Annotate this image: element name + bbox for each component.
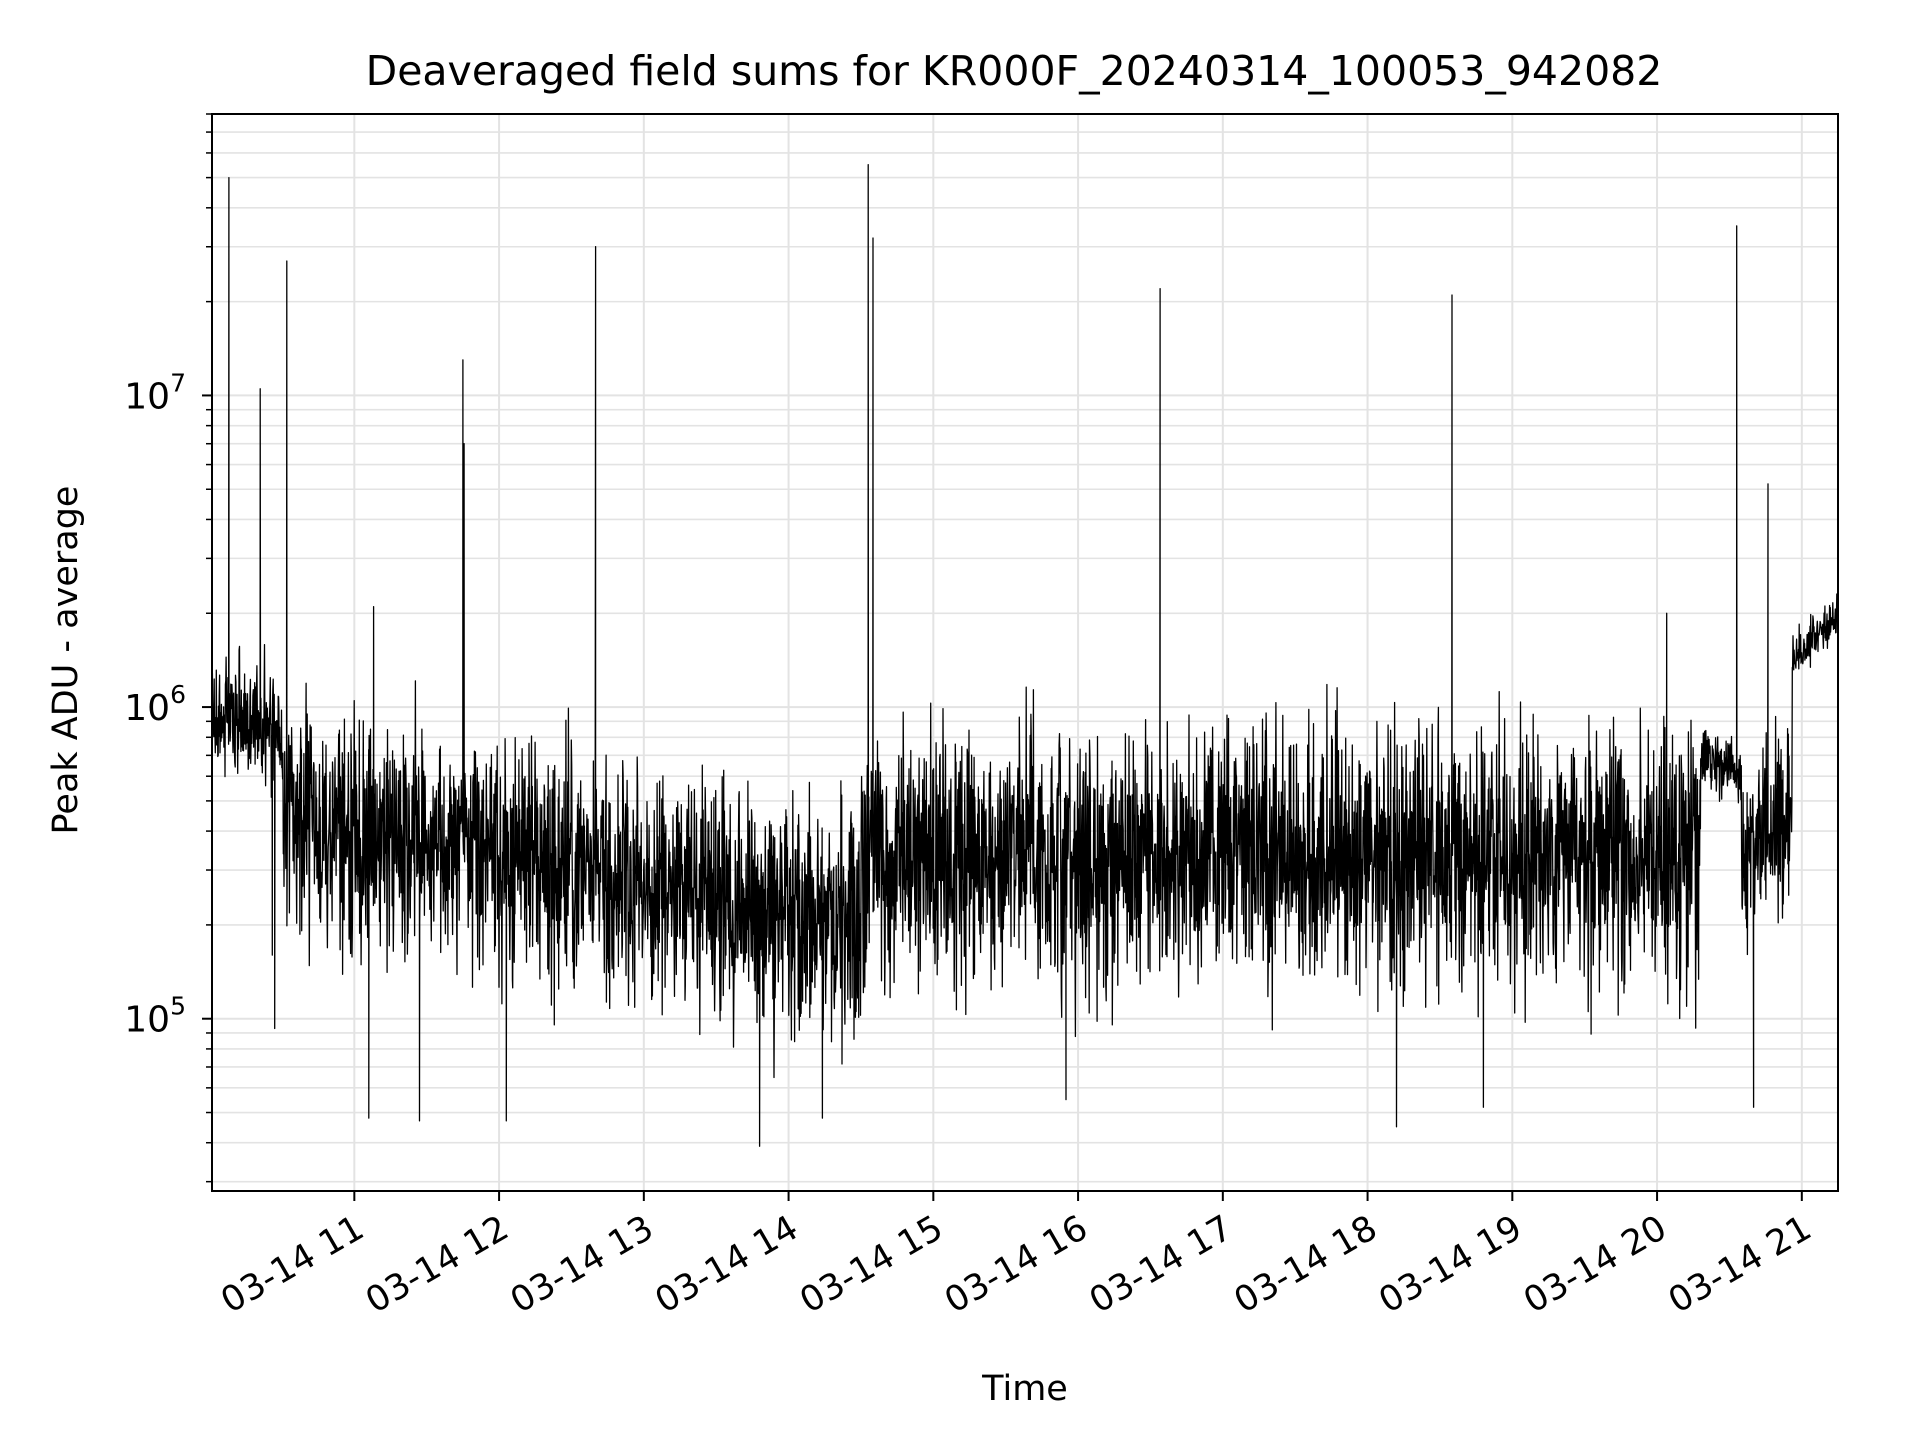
y-tick-label-base: 10 [124, 376, 170, 417]
x-axis-label: Time [981, 1369, 1068, 1409]
y-tick-label-exponent: 5 [170, 992, 186, 1021]
series-line [211, 164, 1839, 1147]
y-tick-label-exponent: 7 [170, 368, 186, 397]
plot-frame [211, 113, 1839, 1192]
y-tick-label-base: 10 [124, 1000, 170, 1041]
y-axis-label: Peak ADU - average [46, 486, 86, 835]
y-tick-label: 106 [124, 680, 186, 729]
y-tick-label-exponent: 6 [170, 680, 186, 709]
y-tick-label-base: 10 [124, 688, 170, 729]
y-tick-label: 107 [124, 368, 186, 417]
plot-area [211, 113, 1839, 1192]
chart-title: Deaveraged field sums for KR000F_2024031… [366, 47, 1663, 95]
y-tick-label: 105 [124, 992, 186, 1041]
